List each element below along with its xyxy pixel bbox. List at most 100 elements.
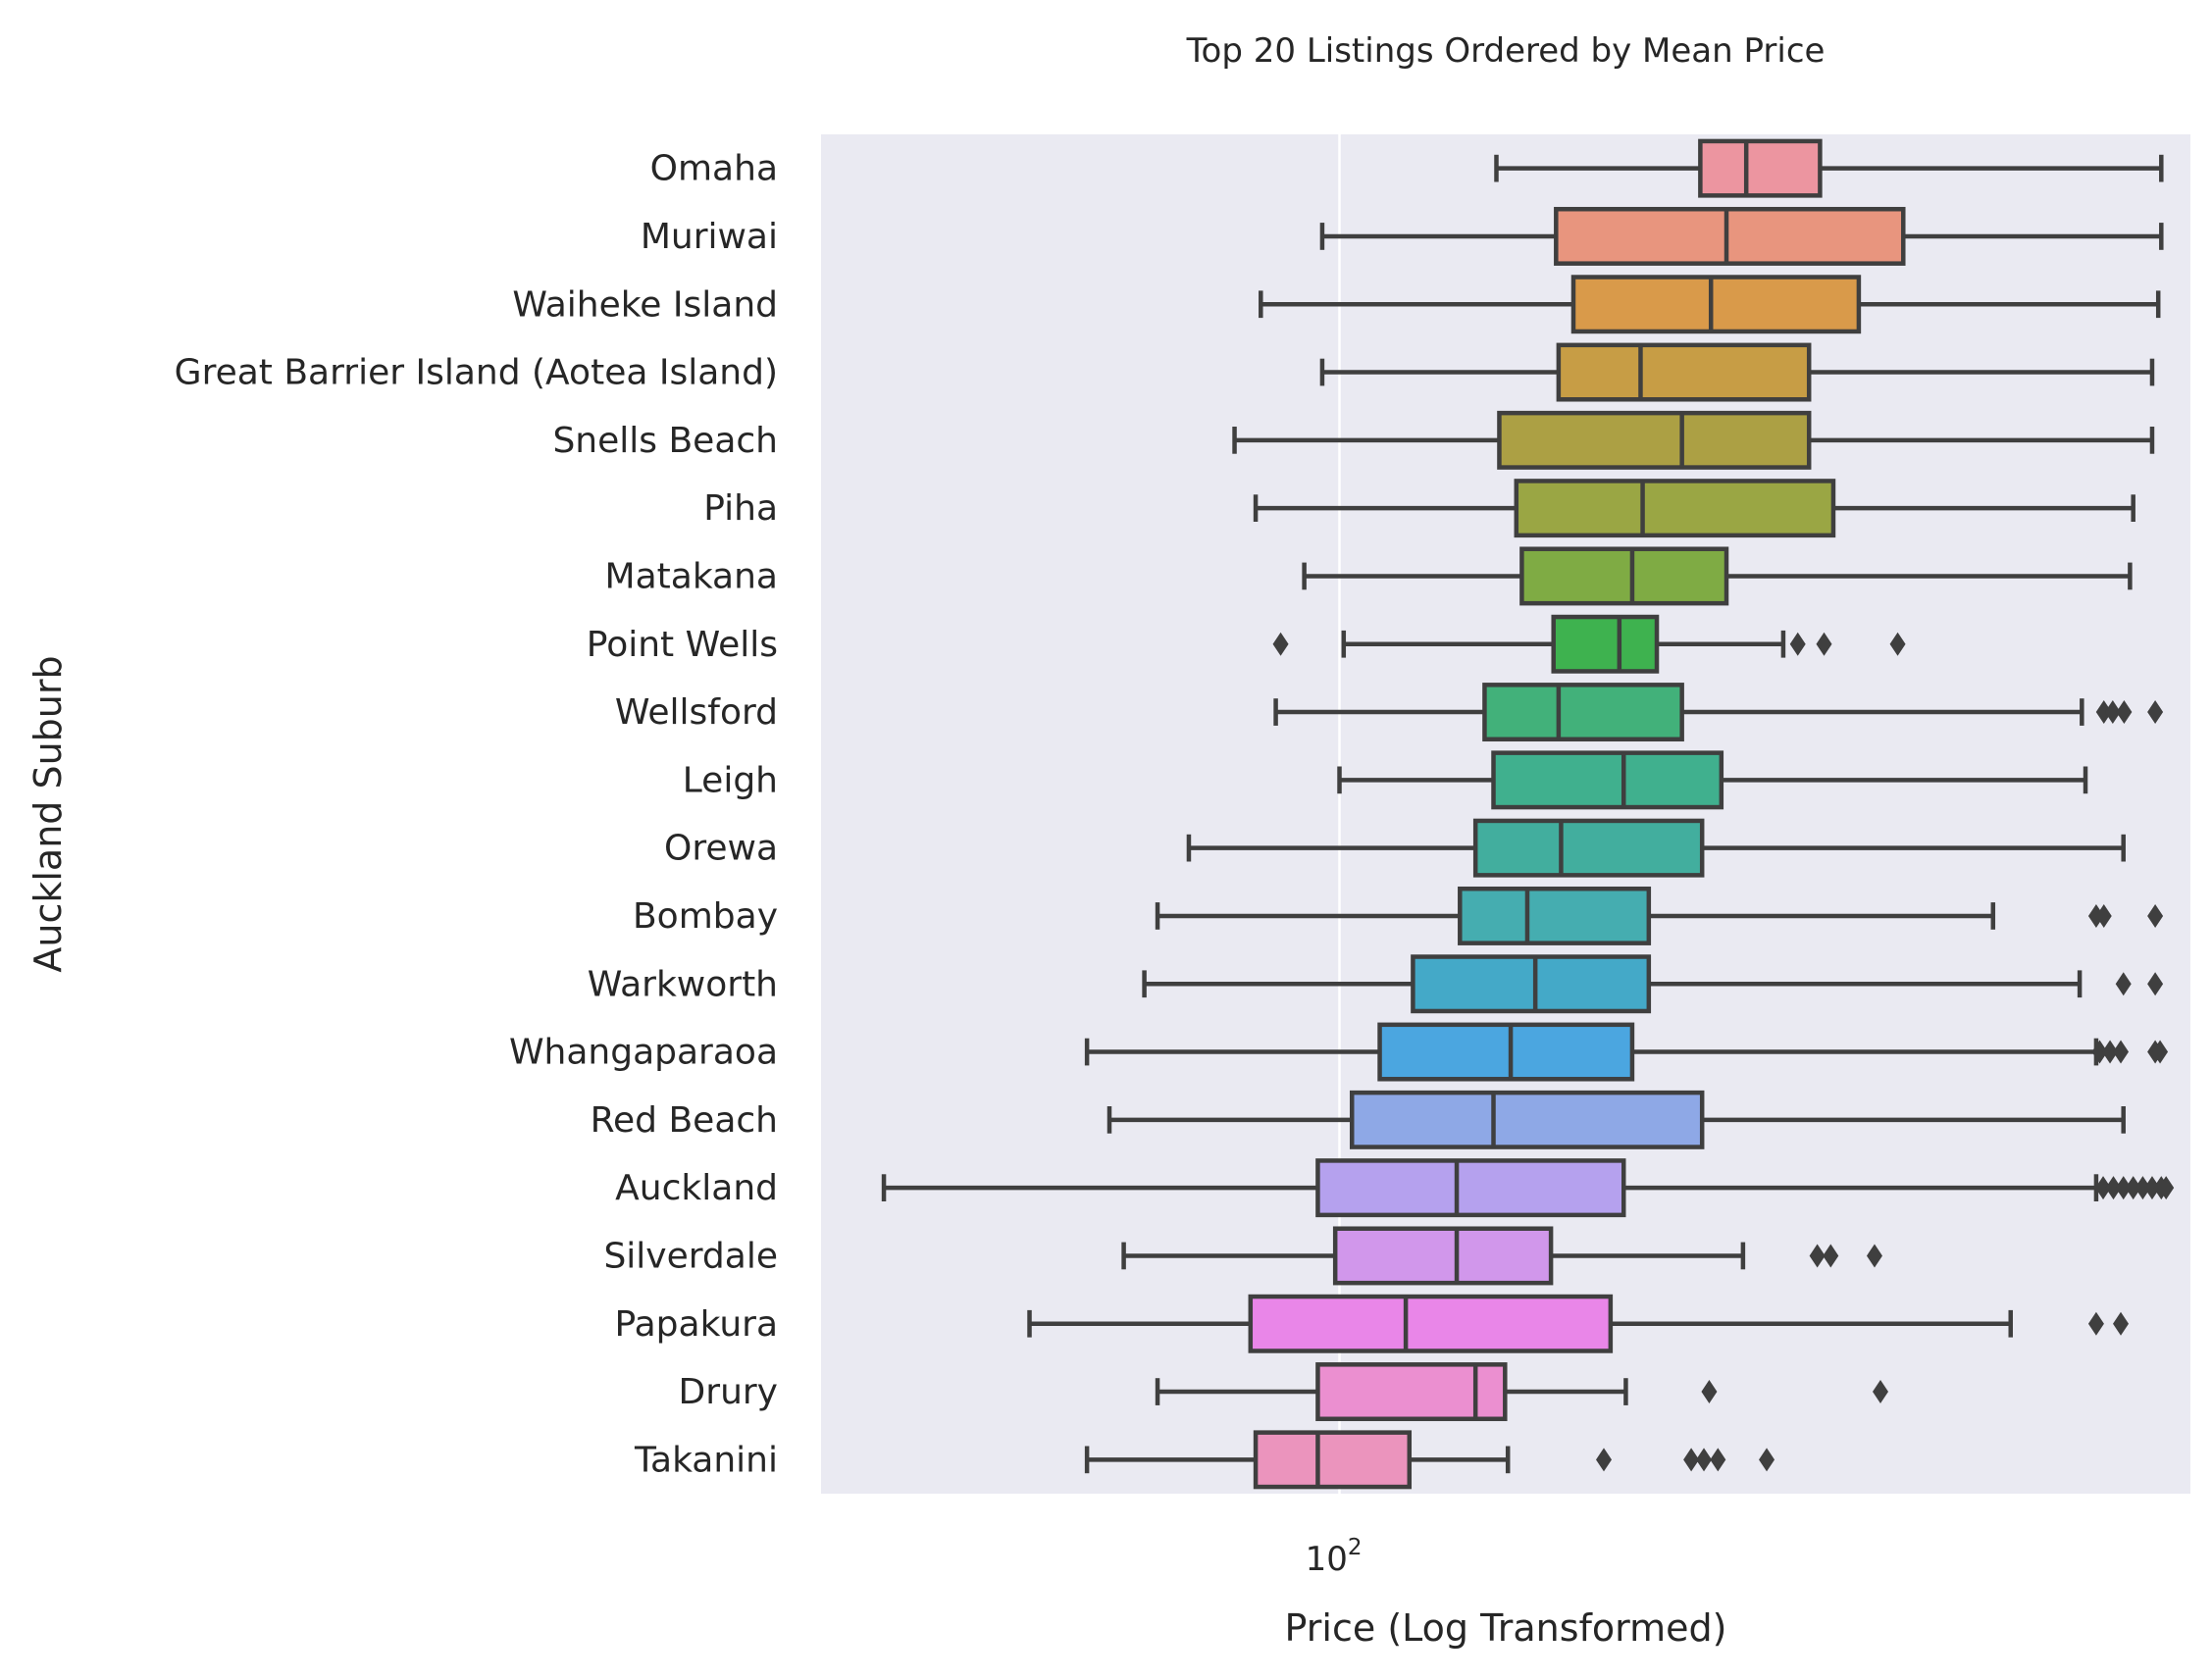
y-tick-label: Piha [703, 488, 778, 529]
outlier-point [2113, 1311, 2130, 1336]
y-tick-label: Waiheke Island [512, 284, 778, 325]
iqr-box [1349, 1090, 1705, 1149]
iqr-box [1253, 1430, 1413, 1490]
outlier-point [2115, 1176, 2132, 1200]
x-tick-label-exponent: 2 [1348, 1535, 1363, 1560]
outlier-point [2105, 1176, 2122, 1200]
outlier-point [1759, 1448, 1775, 1472]
outlier-point [2147, 903, 2164, 928]
x-axis-label: Price (Log Transformed) [1285, 1606, 1727, 1650]
outlier-point [2095, 700, 2112, 725]
outlier-point [1873, 1380, 1889, 1404]
outlier-point [2152, 1040, 2169, 1064]
y-tick-label: Omaha [650, 149, 778, 189]
box-group [1155, 886, 2164, 945]
iqr-box [1377, 1022, 1635, 1082]
iqr-box [1497, 410, 1812, 470]
y-tick-label: Whangaparaoa [509, 1033, 778, 1073]
y-tick-label: Drury [679, 1372, 778, 1412]
outlier-point [1683, 1448, 1700, 1472]
outlier-point [1866, 1244, 1882, 1268]
outlier-point [2102, 1040, 2119, 1064]
box-group [1494, 138, 2164, 198]
y-tick-label: Red Beach [591, 1100, 778, 1141]
box-group [1084, 1022, 2169, 1082]
outlier-point [1809, 1244, 1826, 1268]
outlier-point [2125, 1176, 2141, 1200]
box-layer [881, 138, 2175, 1490]
iqr-box [1514, 479, 1836, 538]
outlier-point [2143, 1176, 2160, 1200]
iqr-box [1551, 614, 1660, 674]
x-tick-label: 102 [1306, 1535, 1363, 1579]
box-group [1084, 1430, 1775, 1490]
y-tick-label: Snells Beach [552, 421, 778, 461]
box-group [881, 1158, 2175, 1218]
box-group [1142, 954, 2164, 1014]
y-tick-label: Auckland [615, 1168, 778, 1208]
y-tick-label: Bombay [633, 896, 778, 937]
outlier-point [2147, 700, 2164, 725]
outlier-point [2116, 700, 2133, 725]
outlier-point [1696, 1448, 1713, 1472]
box-group [1155, 1362, 1889, 1422]
box-group [1302, 546, 2133, 606]
iqr-box [1248, 1294, 1614, 1353]
outlier-point [2115, 972, 2132, 996]
outlier-point [1596, 1448, 1613, 1472]
box-group [1259, 275, 2161, 334]
iqr-box [1519, 546, 1729, 606]
y-tick-label: Wellsford [615, 692, 778, 733]
iqr-box [1491, 750, 1724, 810]
box-group [1253, 479, 2135, 538]
outlier-point [1710, 1448, 1726, 1472]
x-tick-labels: 102 [1306, 1535, 1363, 1579]
y-tick-label: Silverdale [603, 1236, 778, 1276]
outlier-point [1789, 632, 1806, 656]
y-tick-label: Leigh [683, 760, 778, 800]
outlier-point [2113, 1040, 2130, 1064]
outlier-point [2158, 1176, 2175, 1200]
outlier-point [1272, 632, 1289, 656]
outlier-point [2104, 700, 2121, 725]
box-group [1319, 342, 2155, 402]
iqr-box [1554, 206, 1906, 266]
y-tick-label: Matakana [605, 556, 778, 596]
box-group [1272, 614, 1906, 674]
iqr-box [1472, 818, 1705, 878]
y-tick-label: Orewa [664, 829, 778, 869]
y-tick-label: Muriwai [641, 217, 778, 257]
y-tick-label: Takanini [634, 1440, 778, 1480]
iqr-box [1698, 138, 1823, 198]
y-tick-label: Great Barrier Island (Aotea Island) [175, 353, 778, 393]
outlier-point [2091, 1040, 2108, 1064]
box-group [1337, 750, 2088, 810]
box-group [1319, 206, 2164, 266]
iqr-box [1482, 683, 1684, 742]
outlier-point [2095, 903, 2112, 928]
outlier-point [2147, 972, 2164, 996]
outlier-point [1823, 1244, 1839, 1268]
box-group [1106, 1090, 2126, 1149]
box-group [1186, 818, 2126, 878]
iqr-box [1411, 954, 1652, 1014]
outlier-point [2135, 1176, 2151, 1200]
outlier-point [1701, 1380, 1718, 1404]
box-group [1027, 1294, 2130, 1353]
box-group [1121, 1226, 1882, 1286]
iqr-box [1458, 886, 1652, 945]
chart-title: Top 20 Listings Ordered by Mean Price [1186, 31, 1826, 71]
iqr-box [1570, 275, 1862, 334]
y-tick-label: Warkworth [588, 964, 778, 1004]
y-tick-label: Point Wells [587, 625, 778, 665]
outlier-point [1889, 632, 1906, 656]
plot-area-background [821, 134, 2190, 1494]
iqr-box [1556, 342, 1812, 402]
x-tick-label-base: 10 [1306, 1540, 1348, 1579]
outlier-point [2095, 1176, 2112, 1200]
outlier-point [2087, 1311, 2104, 1336]
y-tick-label: Papakura [615, 1304, 778, 1345]
box-group [1232, 410, 2155, 470]
iqr-box [1315, 1158, 1626, 1218]
